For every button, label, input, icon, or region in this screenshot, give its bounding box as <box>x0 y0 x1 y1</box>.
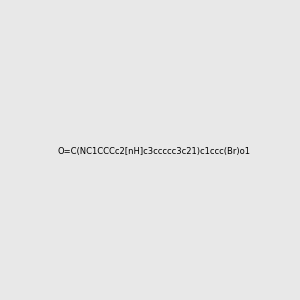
Text: O=C(NC1CCCc2[nH]c3ccccc3c21)c1ccc(Br)o1: O=C(NC1CCCc2[nH]c3ccccc3c21)c1ccc(Br)o1 <box>57 147 250 156</box>
